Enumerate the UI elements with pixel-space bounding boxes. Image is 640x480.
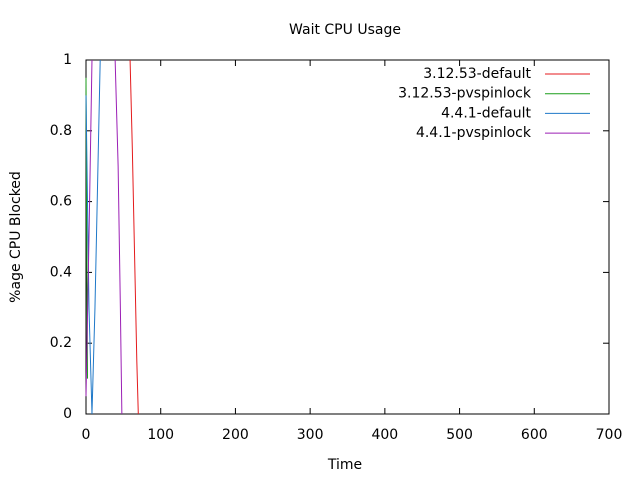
y-tick-label: 1 <box>63 52 72 68</box>
plot-border <box>85 59 610 415</box>
y-tick-label: 0 <box>63 406 72 422</box>
legend-label: 3.12.53-default <box>423 66 531 82</box>
x-tick-label: 600 <box>521 427 548 443</box>
x-tick-label: 500 <box>446 427 473 443</box>
x-tick-label: 100 <box>147 427 174 443</box>
x-tick-label: 300 <box>297 427 324 443</box>
legend-label: 4.4.1-pvspinlock <box>416 125 532 141</box>
y-tick-label: 0.4 <box>50 264 72 280</box>
data-line <box>129 59 139 415</box>
x-tick-label: 400 <box>371 427 398 443</box>
x-tick-label: 0 <box>82 427 91 443</box>
y-tick-label: 0.2 <box>50 335 72 351</box>
y-tick-label: 0.6 <box>50 194 72 210</box>
y-axis-label: %age CPU Blocked <box>8 171 24 303</box>
x-axis-label: Time <box>327 457 362 473</box>
chart-title: Wait CPU Usage <box>289 22 401 38</box>
data-line <box>85 59 123 415</box>
legend-label: 3.12.53-pvspinlock <box>398 86 532 102</box>
x-tick-label: 200 <box>222 427 249 443</box>
y-tick-label: 0.8 <box>50 123 72 139</box>
x-tick-label: 700 <box>596 427 623 443</box>
legend-label: 4.4.1-default <box>441 105 531 121</box>
